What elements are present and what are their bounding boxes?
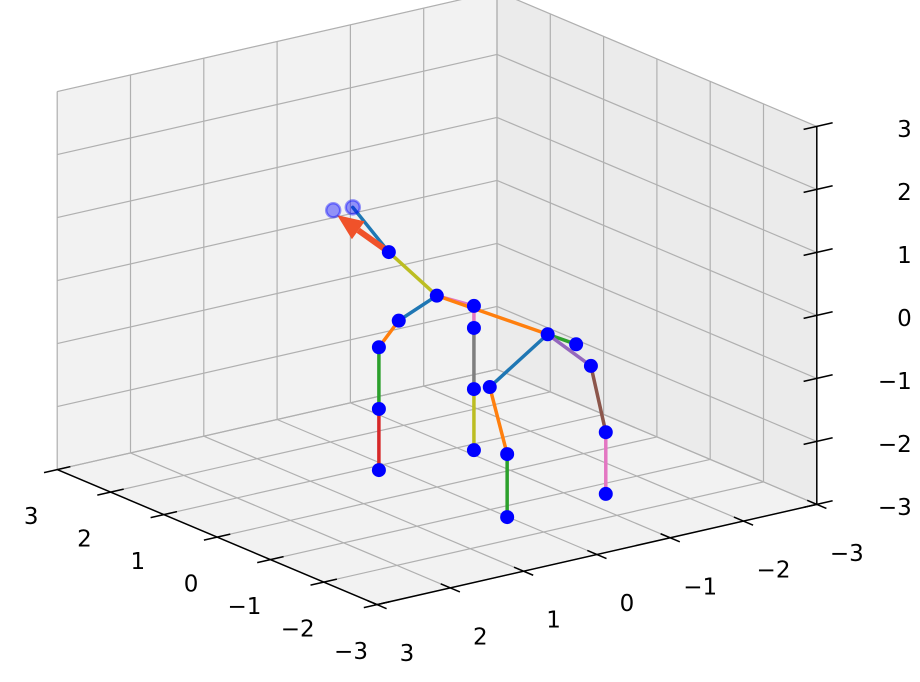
x-tick-label: 2: [77, 527, 92, 553]
x-tick-label: −3: [334, 639, 368, 665]
z-tick-label: 3: [897, 117, 912, 143]
grid-line: [130, 452, 451, 589]
grid-line: [276, 418, 598, 556]
bone: [545, 332, 593, 368]
grid-line: [203, 435, 524, 572]
z-tick-label: −2: [878, 432, 912, 458]
grid-line: [57, 368, 498, 471]
joint: [598, 486, 613, 501]
z-tick: [803, 374, 833, 383]
joint: [466, 382, 481, 397]
y-tick: [367, 599, 387, 610]
y-tick: [733, 516, 754, 526]
joint: [466, 443, 481, 458]
arrow-head: [337, 215, 365, 240]
y-tick-label: 1: [546, 608, 561, 634]
grid-line: [57, 0, 462, 93]
z-tick-label: 1: [897, 243, 912, 269]
y-tick-label: 0: [620, 591, 635, 617]
grid-line: [496, 179, 818, 316]
joint: [324, 202, 342, 219]
joint: [344, 199, 362, 216]
bone: [488, 332, 550, 389]
grid-line: [350, 402, 671, 539]
grid-line: [57, 53, 498, 156]
grid-line: [496, 116, 818, 253]
x-tick-label: 3: [24, 504, 39, 530]
grid-line: [496, 242, 818, 379]
joint: [540, 327, 555, 342]
x-tick: [97, 488, 124, 496]
x-tick-label: 0: [184, 572, 199, 598]
z-tick-label: 2: [897, 180, 912, 206]
grid-line: [57, 179, 498, 282]
y-tick: [587, 549, 607, 560]
bone: [435, 293, 550, 337]
bone: [488, 385, 509, 456]
joint: [391, 313, 406, 328]
z-tick: [803, 122, 833, 131]
joint: [569, 337, 584, 352]
z-tick: [803, 311, 833, 320]
y-tick-label: 3: [400, 641, 415, 667]
y-tick: [660, 533, 681, 543]
y-tick: [513, 566, 534, 576]
y-tick: [440, 583, 461, 593]
x-tick-label: −1: [227, 594, 261, 620]
x-tick: [203, 533, 231, 541]
z-tick-label: −1: [878, 369, 912, 395]
z-tick: [803, 185, 833, 194]
x-tick: [150, 510, 178, 519]
x-tick-label: 1: [130, 549, 145, 575]
grid-line: [57, 242, 498, 345]
joint: [371, 401, 386, 416]
joint: [371, 463, 386, 478]
z-tick: [803, 500, 833, 509]
joint: [500, 510, 515, 525]
grid-line: [496, 368, 818, 505]
grid-line: [423, 385, 744, 522]
x-tick: [43, 465, 71, 474]
z-tick-label: 0: [897, 306, 912, 332]
x-tick: [310, 578, 338, 586]
z-tick-label: −3: [878, 495, 912, 521]
bone: [589, 364, 608, 434]
grid-line: [496, 53, 818, 190]
x-tick: [257, 555, 284, 564]
x-tick-label: −2: [281, 617, 315, 643]
joint: [500, 447, 515, 462]
joint: [466, 298, 481, 313]
z-tick: [803, 248, 833, 257]
y-tick-label: −3: [830, 541, 864, 567]
y-tick-label: −2: [757, 558, 791, 584]
joint: [598, 425, 613, 440]
joint: [371, 340, 386, 355]
joint: [583, 358, 598, 373]
bone: [387, 250, 439, 298]
grid-line: [515, 0, 818, 127]
grid-line: [57, 305, 498, 408]
joint: [381, 245, 396, 260]
z-tick: [803, 437, 833, 446]
y-tick-label: −1: [683, 574, 717, 600]
joint: [466, 320, 481, 335]
grid-line: [57, 116, 498, 219]
joint: [482, 380, 497, 395]
bone: [397, 293, 439, 323]
y-tick-label: 2: [473, 624, 488, 650]
joint: [429, 288, 444, 303]
